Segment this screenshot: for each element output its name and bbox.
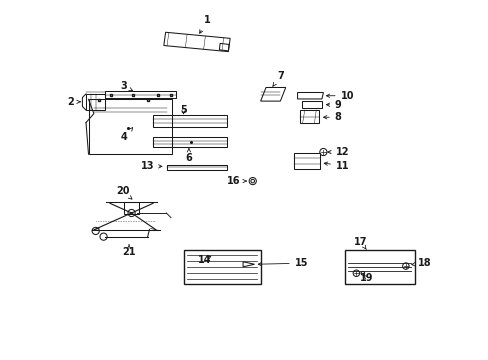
Text: 7: 7	[272, 71, 283, 86]
Text: 4: 4	[121, 127, 132, 142]
Text: 21: 21	[122, 245, 136, 257]
Text: 2: 2	[67, 97, 80, 107]
Text: 17: 17	[353, 237, 366, 249]
Text: 14: 14	[198, 255, 211, 265]
Text: 11: 11	[324, 161, 349, 171]
Text: 10: 10	[325, 91, 353, 101]
Text: 15: 15	[258, 258, 307, 268]
Text: 3: 3	[120, 81, 132, 91]
Text: 20: 20	[116, 186, 132, 199]
Bar	[344, 250, 414, 284]
Text: 19: 19	[359, 273, 372, 283]
Text: 6: 6	[185, 148, 192, 163]
Text: 9: 9	[325, 100, 341, 110]
Text: 12: 12	[327, 147, 349, 157]
Bar	[124, 202, 139, 214]
Bar	[183, 250, 260, 284]
Text: 16: 16	[226, 176, 246, 186]
Text: 18: 18	[411, 258, 431, 268]
Text: 5: 5	[180, 105, 186, 115]
Text: 1: 1	[199, 15, 210, 33]
Text: 13: 13	[141, 161, 162, 171]
Text: 8: 8	[323, 112, 341, 122]
